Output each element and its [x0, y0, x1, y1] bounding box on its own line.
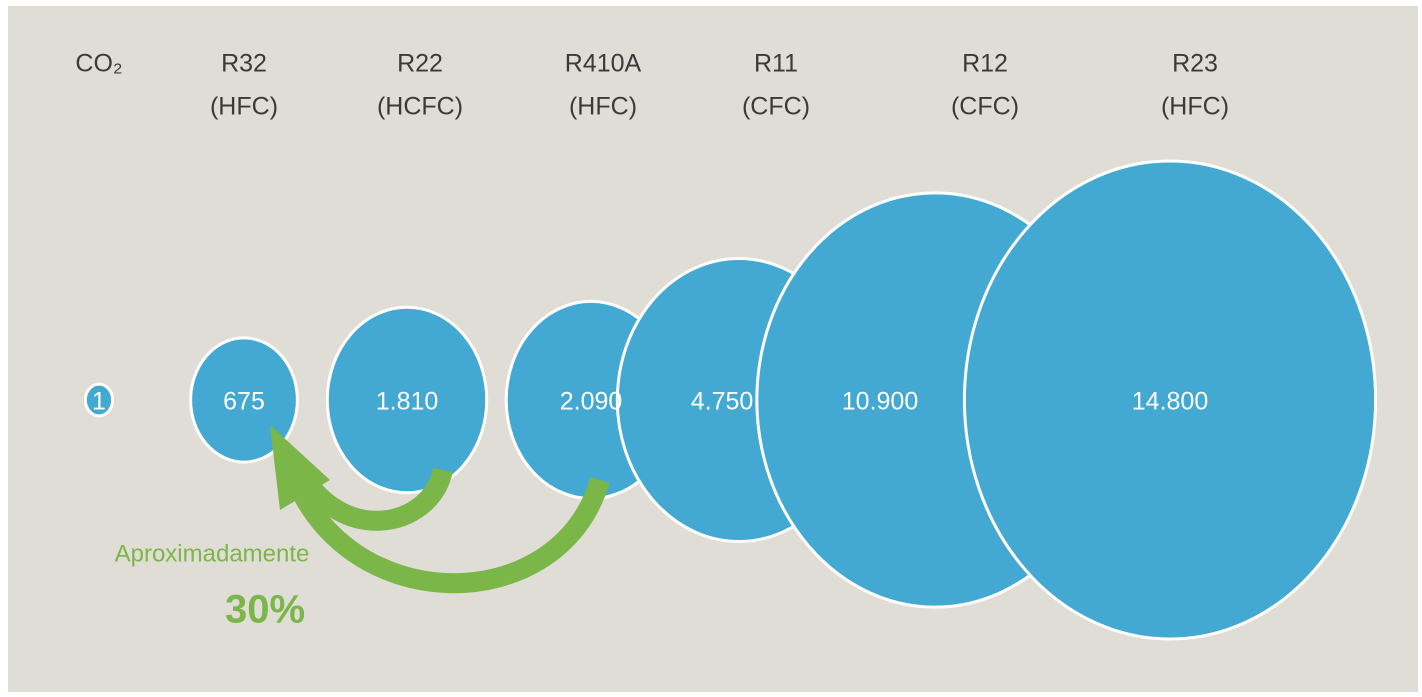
- bubbles: [83, 159, 1378, 641]
- annotation-value: 30%: [225, 588, 305, 632]
- category-type: (CFC): [951, 93, 1019, 121]
- category-type: (HFC): [569, 93, 637, 121]
- arrow-long: [280, 461, 610, 594]
- category-label: R410A: [565, 50, 642, 78]
- bubble: [189, 336, 299, 464]
- value-label: 675: [223, 388, 265, 416]
- category-label: CO₂: [75, 50, 122, 78]
- arrow-head: [270, 425, 330, 510]
- annotation-text: Aproximadamente: [115, 540, 310, 567]
- category-type: (HFC): [1161, 93, 1229, 121]
- category-type: (CFC): [742, 93, 810, 121]
- category-type: (HFC): [210, 93, 278, 121]
- bubble: [83, 382, 115, 418]
- category-label: R22: [397, 50, 443, 78]
- value-label: 1.810: [376, 388, 439, 416]
- bubble: [325, 305, 489, 495]
- value-label: 2.090: [560, 388, 623, 416]
- category-label: R23: [1172, 50, 1218, 78]
- category-label: R11: [754, 50, 798, 78]
- value-label: 10.900: [842, 388, 918, 416]
- value-label: 14.800: [1132, 388, 1208, 416]
- bubble: [962, 159, 1378, 641]
- category-label: R32: [221, 50, 267, 78]
- arrows: [270, 425, 610, 594]
- category-type: (HCFC): [377, 93, 463, 121]
- arrow-short: [291, 464, 453, 531]
- value-label: 4.750: [691, 388, 754, 416]
- value-label: 1: [92, 388, 106, 416]
- category-label: R12: [962, 50, 1008, 78]
